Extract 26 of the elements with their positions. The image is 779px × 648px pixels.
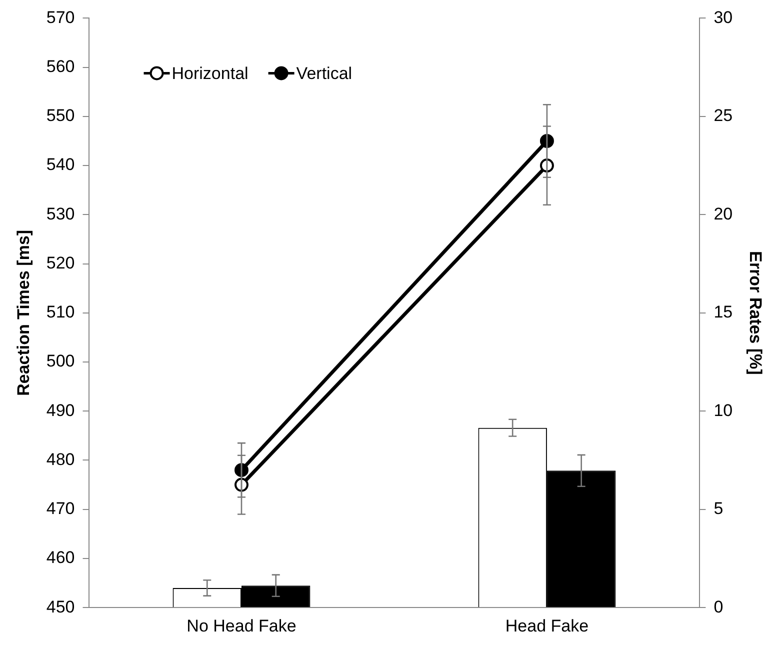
y-tick-label: 510 <box>46 302 75 322</box>
y2-axis-title: Error Rates [%] <box>746 251 766 375</box>
y-tick-label: 520 <box>46 253 75 272</box>
y-tick-label: 560 <box>46 57 75 76</box>
y2-tick-label: 15 <box>714 302 733 322</box>
y-tick-label: 450 <box>46 597 75 616</box>
y2-tick-label: 30 <box>714 8 733 27</box>
y-tick-label: 470 <box>46 499 75 518</box>
x-tick-label: Head Fake <box>505 616 589 636</box>
y-tick-label: 460 <box>46 548 75 568</box>
y-tick-label: 500 <box>46 352 75 371</box>
y-axis-title: Reaction Times [ms] <box>14 230 33 396</box>
y2-tick-label: 10 <box>714 400 733 420</box>
y2-tick-label: 0 <box>714 597 724 616</box>
y-tick-label: 570 <box>46 8 75 27</box>
y2-tick-label: 20 <box>714 204 733 224</box>
y2-tick-label: 25 <box>714 106 733 126</box>
y-tick-label: 480 <box>46 450 75 469</box>
x-tick-label: No Head Fake <box>186 616 296 636</box>
y-tick-label: 550 <box>46 106 75 126</box>
y-tick-label: 490 <box>46 400 75 420</box>
legend-label: Vertical <box>296 64 352 83</box>
legend-label: Horizontal <box>172 64 248 83</box>
y-tick-label: 540 <box>46 155 75 174</box>
y2-tick-label: 5 <box>714 499 724 518</box>
y-tick-label: 530 <box>46 204 75 224</box>
